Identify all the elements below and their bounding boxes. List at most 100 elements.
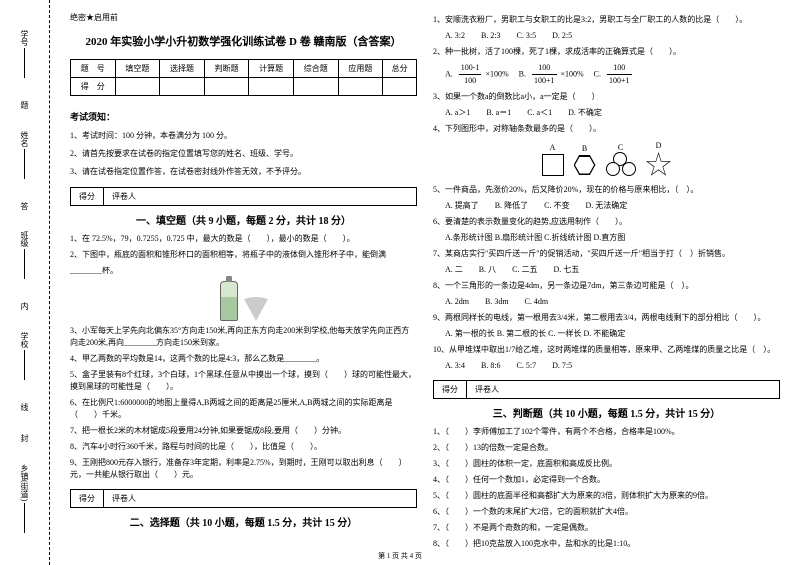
table-cell: 综合题 <box>293 60 338 78</box>
notice-item: 2、请首先按要求在试卷的指定位置填写您的姓名、班级、学号。 <box>70 148 417 160</box>
bottle-figure <box>70 281 417 321</box>
binding-field: 姓名 <box>19 131 30 181</box>
table-cell: 总分 <box>383 60 417 78</box>
question: 2、下图中，瓶底的面积和锥形杯口的面积相等，将瓶子中的液体倒入锥形杯子中，能倒满 <box>70 249 417 261</box>
question: 1、（ ）李师傅加工了102个零件，有两个不合格，合格率是100%。 <box>433 426 780 438</box>
shape-label: A <box>550 143 556 152</box>
options: A. 2dm B. 3dm C. 4dm <box>445 296 780 308</box>
table-cell: 计算题 <box>249 60 294 78</box>
section-title: 二、选择题（共 10 小题，每题 1.5 分，共计 15 分） <box>70 514 417 529</box>
score-box: 得分 评卷人 <box>70 187 417 206</box>
question: 5、盒子里装有8个红球，3个白球，1个黑球,任意从中摸出一个球，摸到（ ）球的可… <box>70 369 417 393</box>
options: A. 第一根的长 B. 第二根的长 C. 一样长 D. 不能确定 <box>445 328 780 340</box>
options: A. 二 B. 八 C. 二五 D. 七五 <box>445 264 780 276</box>
score-box-label: 得分 <box>71 490 104 507</box>
question: 8、汽车4小时行360千米，路程与时间的比是（ ），比值是（ ）。 <box>70 441 417 453</box>
score-box-label: 评卷人 <box>104 490 144 507</box>
fraction: 100100+1 <box>532 62 557 87</box>
options: A. 3:2 B. 2:3 C. 3:5 D. 2:5 <box>445 30 780 42</box>
left-column: 绝密★启用前 2020 年实验小学小升初数学强化训练试卷 D 卷 赣南版（含答案… <box>62 12 425 545</box>
question: 8、（ ）把10克盐放入100克水中，盐和水的比是1:10。 <box>433 538 780 550</box>
frac-num: 100 <box>607 62 632 75</box>
question: 4、（ ）任何一个数加1，必定得到一个合数。 <box>433 474 780 486</box>
binding-field: 学号 <box>19 30 30 80</box>
star-icon <box>646 152 672 178</box>
table-cell: 判断题 <box>204 60 249 78</box>
binding-field: 学校 <box>19 332 30 382</box>
question: 7、把一根长2米的木材锯成5段要用24分钟,如果要锯成8段,要用（ ）分钟。 <box>70 425 417 437</box>
question: 6、（ ）一个数的末尾扩大2倍，它的面积就扩大4倍。 <box>433 506 780 518</box>
exam-title: 2020 年实验小学小升初数学强化训练试卷 D 卷 赣南版（含答案） <box>70 33 417 49</box>
question: 10、从甲堆煤中取出1/7给乙堆，这时两堆煤的质量相等，原来甲、乙两堆煤的质量之… <box>433 344 780 356</box>
notice-item: 3、请在试卷指定位置作答，在试卷密封线外作答无效，不予评分。 <box>70 166 417 178</box>
binding-label: 乡镇(街道) <box>19 464 30 501</box>
binding-char: 线 <box>21 402 29 413</box>
question: 2、（ ）13的倍数一定是合数。 <box>433 442 780 454</box>
question: 1、在 72.5%，79，0.7255，0.725 中，最大的数是（ ），最小的… <box>70 233 417 245</box>
table-cell: 选择题 <box>160 60 205 78</box>
shape-b: B <box>574 144 596 175</box>
fraction: 100100+1 <box>607 62 632 87</box>
score-box: 得分 评卷人 <box>433 380 780 399</box>
question: 5、（ ）圆柱的底面半径和高都扩大为原来的3倍，则体积扩大为原来的9倍。 <box>433 490 780 502</box>
question: 7、（ ）不是两个奇数的和，一定是偶数。 <box>433 522 780 534</box>
question: 1、安顺洗衣粉厂，男职工与女职工的比是3:2，男职工与全厂职工的人数的比是（ ）… <box>433 14 780 26</box>
question: 4、下列图形中，对称轴条数最多的是（ ）。 <box>433 123 780 135</box>
section-title: 一、填空题（共 9 小题，每题 2 分，共计 18 分） <box>70 212 417 227</box>
text: ×100% <box>485 69 508 78</box>
frac-den: 100+1 <box>532 75 557 87</box>
hexagon-icon <box>574 155 596 175</box>
table-cell: 得 分 <box>71 78 116 96</box>
binding-char: 题 <box>21 100 29 111</box>
binding-margin: 学号 题 姓名 答 班级 内 学校 线 封 乡镇(街道) <box>0 0 50 565</box>
binding-label: 姓名 <box>19 131 30 147</box>
question: ________杯。 <box>70 265 417 277</box>
question: 3、（ ）圆柱的体积一定，底面积和高成反比例。 <box>433 458 780 470</box>
score-box-label: 评卷人 <box>467 381 507 398</box>
notice-title: 考试须知： <box>70 110 417 123</box>
shape-c: C <box>606 143 636 176</box>
secret-label: 绝密★启用前 <box>70 12 417 23</box>
bottle-icon <box>220 281 238 321</box>
page-footer: 第 1 页 共 4 页 <box>0 551 800 561</box>
question: 3、如果一个数a的倒数比a小，a一定是（ ） <box>433 91 780 103</box>
binding-char: 答 <box>21 201 29 212</box>
square-icon <box>542 154 564 176</box>
binding-label: 学号 <box>19 30 30 46</box>
binding-char: 封 <box>21 433 29 444</box>
section-title: 三、判断题（共 10 小题，每题 1.5 分，共计 15 分） <box>433 405 780 420</box>
table-cell: 题 号 <box>71 60 116 78</box>
question: 4、甲乙两数的平均数是14，这两个数的比是4:3，那么乙数是________。 <box>70 353 417 365</box>
notice-item: 1、考试时间：100 分钟，本卷满分为 100 分。 <box>70 130 417 142</box>
table-cell: 应用题 <box>338 60 383 78</box>
table-row: 得 分 <box>71 78 417 96</box>
options: A. 提高了 B. 降低了 C. 不变 D. 无法确定 <box>445 200 780 212</box>
question: 3、小军每天上学先向北偏东35°方向走150米,再向正东方向走200米到学校,他… <box>70 325 417 349</box>
circles-icon <box>606 154 636 176</box>
text: ×100% <box>561 69 584 78</box>
score-box-label: 得分 <box>71 188 104 205</box>
frac-den: 100+1 <box>607 75 632 87</box>
table-cell: 填空题 <box>115 60 160 78</box>
score-box-label: 评卷人 <box>104 188 144 205</box>
options: A. a＞1 B. a＝1 C. a＜1 D. 不确定 <box>445 107 780 119</box>
options: A. 100-1100×100% B. 100100+1×100% C. 100… <box>445 62 780 87</box>
binding-field: 班级 <box>19 231 30 281</box>
question: 9、王刚把800元存入银行，准备存3年定期，利率是2.75%，到期时，王刚可以取… <box>70 457 417 481</box>
content-area: 绝密★启用前 2020 年实验小学小升初数学强化训练试卷 D 卷 赣南版（含答案… <box>50 0 800 565</box>
question: 5、一件商品，先涨价20%，后又降价20%，现在的价格与原来相比，（ ）。 <box>433 184 780 196</box>
shape-a: A <box>542 143 564 176</box>
score-box-label: 得分 <box>434 381 467 398</box>
binding-char: 内 <box>21 301 29 312</box>
score-box: 得分 评卷人 <box>70 489 417 508</box>
right-column: 1、安顺洗衣粉厂，男职工与女职工的比是3:2，男职工与全厂职工的人数的比是（ ）… <box>425 12 788 545</box>
options: A. 3:4 B. 8:6 C. 5:7 D. 7:5 <box>445 360 780 372</box>
shape-label: D <box>656 141 662 150</box>
binding-label: 班级 <box>19 231 30 247</box>
cone-icon <box>244 299 268 321</box>
score-table: 题 号 填空题 选择题 判断题 计算题 综合题 应用题 总分 得 分 <box>70 59 417 96</box>
frac-den: 100 <box>459 75 482 87</box>
shape-d: D <box>646 141 672 178</box>
question: 6、在比例尺1:6000000的地图上量得A,B两城之间的距离是25厘米,A,B… <box>70 397 417 421</box>
question: 7、某商店实行"买四斤送一斤"的促销活动，"买四斤送一斤"相当于打（ ）折销售。 <box>433 248 780 260</box>
